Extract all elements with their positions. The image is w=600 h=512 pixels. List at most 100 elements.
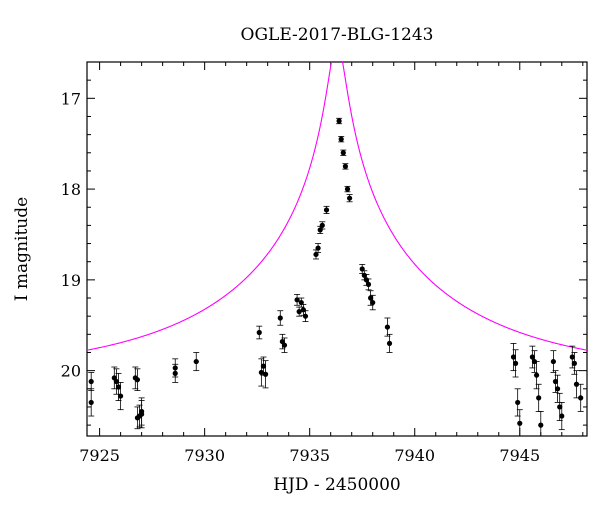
data-point	[298, 297, 305, 308]
data-marker	[260, 363, 267, 369]
data-marker	[340, 150, 346, 156]
data-point	[315, 243, 322, 254]
y-tick-label: 19	[61, 271, 81, 290]
data-marker	[347, 195, 353, 201]
data-point	[344, 185, 351, 193]
data-point	[336, 117, 343, 125]
data-point	[558, 402, 565, 431]
data-marker	[533, 372, 540, 378]
data-point	[256, 325, 263, 340]
data-marker	[313, 251, 319, 258]
y-tick-label: 18	[61, 180, 81, 199]
data-marker	[552, 378, 559, 385]
data-point	[281, 337, 288, 353]
data-marker	[139, 408, 145, 415]
data-point	[277, 310, 284, 326]
data-marker	[573, 381, 580, 387]
data-point	[384, 317, 391, 337]
plot-frame	[86, 61, 588, 437]
data-point	[319, 221, 326, 230]
data-marker	[384, 324, 391, 330]
data-point	[134, 368, 141, 392]
data-point	[516, 409, 523, 436]
data-marker	[559, 413, 565, 419]
data-marker	[557, 404, 563, 410]
data-point	[312, 249, 319, 260]
data-point	[340, 149, 347, 156]
data-marker	[512, 360, 519, 366]
y-tick-label: 20	[61, 362, 81, 381]
data-point	[117, 382, 124, 411]
data-point	[323, 205, 330, 214]
data-marker	[365, 281, 372, 288]
data-point	[262, 360, 269, 389]
data-marker	[294, 297, 300, 303]
x-tick-labels: 7925 7930 7935 7940 7945	[79, 446, 540, 465]
data-point	[342, 163, 349, 170]
data-marker	[386, 340, 393, 347]
data-point	[302, 310, 309, 323]
data-point	[510, 343, 517, 372]
data-point	[88, 372, 95, 392]
data-point	[294, 293, 301, 306]
data-point	[577, 383, 584, 412]
data-point	[193, 352, 200, 372]
data-marker	[359, 266, 365, 272]
data-point	[260, 356, 267, 376]
data-marker	[323, 207, 330, 213]
data-marker	[344, 186, 351, 192]
data-marker	[296, 309, 302, 315]
data-marker	[336, 118, 342, 124]
data-point	[369, 294, 376, 311]
data-marker	[302, 313, 309, 319]
data-point	[88, 388, 95, 417]
data-marker	[172, 370, 178, 376]
data-marker	[536, 395, 542, 401]
data-marker	[256, 329, 262, 336]
y-axis-title: I magnitude	[12, 197, 32, 301]
data-point	[346, 194, 353, 203]
data-marker	[262, 371, 269, 377]
x-tick-label: 7945	[499, 446, 540, 465]
data-point	[172, 363, 179, 383]
data-marker	[550, 358, 556, 365]
model-curve	[87, 62, 587, 351]
data-point	[529, 345, 536, 369]
data-point	[537, 411, 544, 436]
data-marker	[134, 377, 141, 383]
axis-ticks	[87, 61, 587, 436]
data-point	[338, 136, 345, 143]
data-marker	[338, 136, 344, 142]
y-tick-label: 17	[61, 89, 81, 108]
x-tick-label: 7930	[184, 446, 225, 465]
data-marker	[510, 354, 517, 360]
data-marker	[315, 245, 321, 251]
data-marker	[529, 354, 535, 360]
data-point	[554, 374, 561, 403]
data-marker	[370, 299, 376, 306]
data-marker	[88, 399, 94, 406]
data-marker	[571, 360, 577, 366]
data-point	[258, 358, 265, 387]
data-marker	[515, 399, 521, 406]
data-marker	[554, 386, 561, 392]
data-marker	[118, 393, 124, 399]
y-tick-labels: 17 18 19 20	[61, 89, 81, 380]
data-marker	[115, 384, 122, 390]
data-point	[386, 333, 393, 353]
data-point	[550, 350, 557, 373]
data-marker	[578, 395, 584, 401]
x-tick-label: 7925	[79, 446, 120, 465]
x-tick-label: 7940	[394, 446, 435, 465]
data-marker	[88, 378, 94, 385]
x-axis-title: HJD - 2450000	[273, 475, 401, 495]
data-marker	[258, 369, 264, 376]
data-marker	[538, 422, 544, 428]
data-marker	[193, 358, 199, 365]
data-point	[359, 264, 366, 274]
data-point	[365, 278, 372, 291]
data-marker	[368, 295, 374, 301]
data-points-group	[88, 117, 584, 436]
data-point	[512, 349, 519, 378]
